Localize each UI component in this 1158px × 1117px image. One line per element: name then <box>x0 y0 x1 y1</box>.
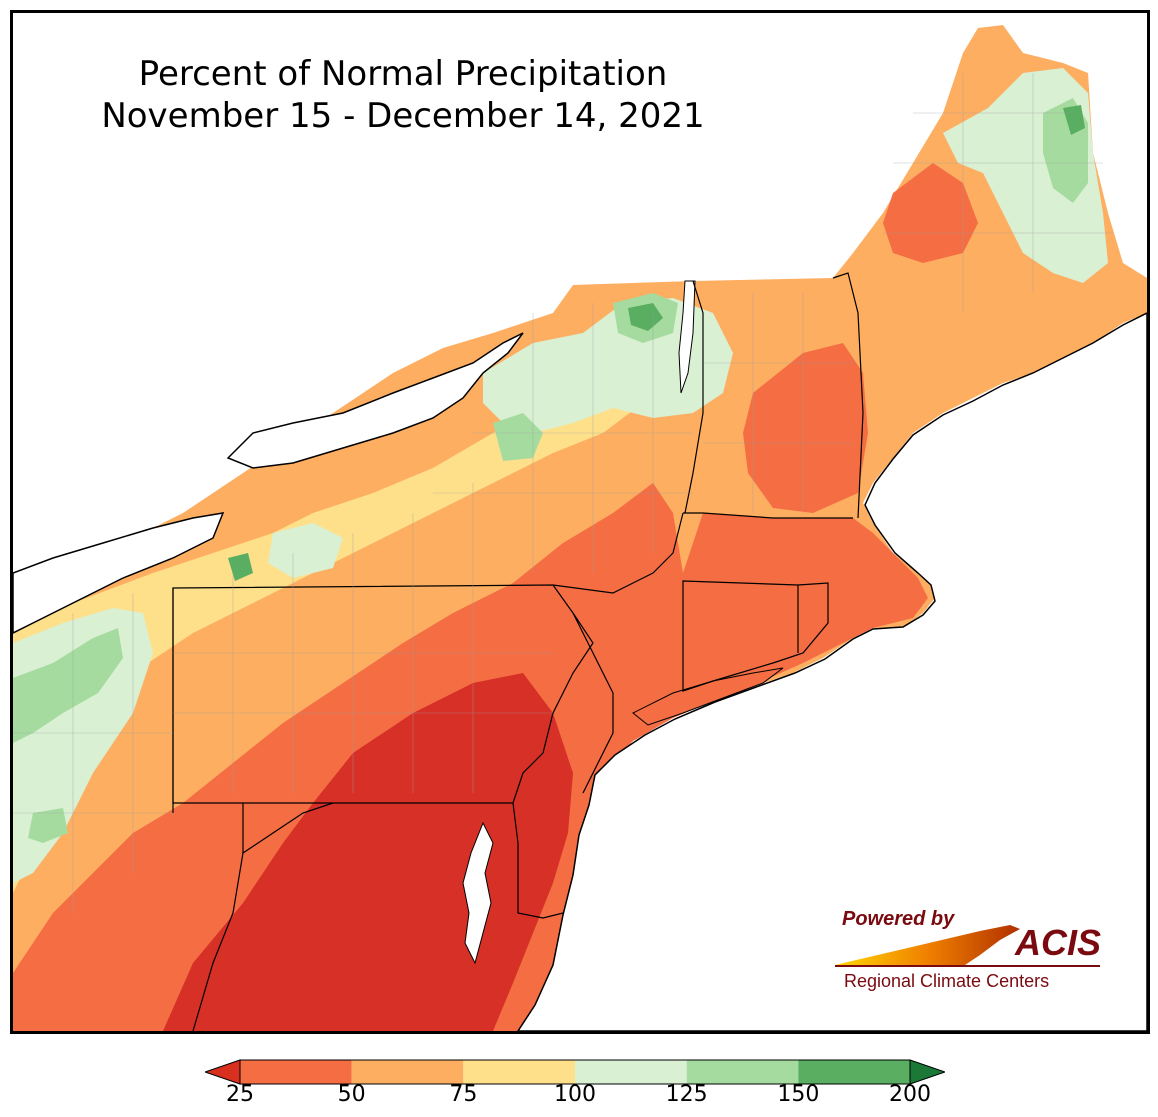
legend-bin-150-200 <box>798 1060 910 1084</box>
zone-green-west2 <box>28 808 68 843</box>
legend-bin-75-100 <box>463 1060 575 1084</box>
legend-tick-label: 25 <box>226 1082 254 1107</box>
map-frame: Percent of Normal Precipitation November… <box>10 10 1150 1034</box>
legend-tick-label: 125 <box>665 1082 708 1107</box>
legend-tick-label: 150 <box>777 1082 820 1107</box>
legend-tick-label: 200 <box>889 1082 931 1107</box>
lake-erie <box>13 512 225 634</box>
map-title: Percent of Normal Precipitation November… <box>43 53 763 137</box>
legend-outline <box>239 1059 911 1085</box>
title-line-2: November 15 - December 14, 2021 <box>101 96 705 136</box>
zone-red-me <box>883 163 978 263</box>
county-lines <box>13 73 1113 913</box>
legend-bin-50-75 <box>351 1060 464 1084</box>
chesapeake-bay <box>462 821 494 965</box>
legend-arrow-left <box>205 1059 241 1085</box>
legend-tick-label: 50 <box>337 1082 366 1107</box>
logo-regional: Regional Climate Centers <box>844 971 1049 991</box>
atlantic-ocean <box>517 312 1147 1031</box>
legend-tick-label: 100 <box>554 1082 596 1107</box>
lake-ontario <box>226 332 524 469</box>
long-island <box>632 667 784 726</box>
zone-darkgreen-me <box>1063 105 1085 135</box>
legend-bin-100-125 <box>575 1060 687 1084</box>
legend-arrow-right <box>909 1059 945 1085</box>
legend-bin-25-50 <box>240 1060 352 1084</box>
logo-underline <box>835 965 1100 967</box>
legend-bin-125-150 <box>686 1060 799 1084</box>
zone-lightgreen-ny3 <box>268 523 343 578</box>
logo-powered-by: Powered by <box>842 908 955 930</box>
logo-swoosh-icon <box>835 925 1020 965</box>
legend-tick-label: 75 <box>449 1082 478 1107</box>
acis-logo: Powered by ACIS Regional Climate Centers <box>835 908 1101 991</box>
lake-champlain <box>678 280 696 394</box>
zone-darkgreen-ny <box>628 303 663 331</box>
precipitation-map <box>13 25 1147 1031</box>
logo-acis: ACIS <box>1014 922 1101 963</box>
zone-red-nh <box>743 343 868 513</box>
title-line-1: Percent of Normal Precipitation <box>138 54 668 94</box>
zone-green-west <box>13 628 123 743</box>
zone-green-ny2 <box>493 413 543 461</box>
legend-colorbar <box>205 1059 945 1085</box>
zone-green-ny3 <box>228 553 253 581</box>
